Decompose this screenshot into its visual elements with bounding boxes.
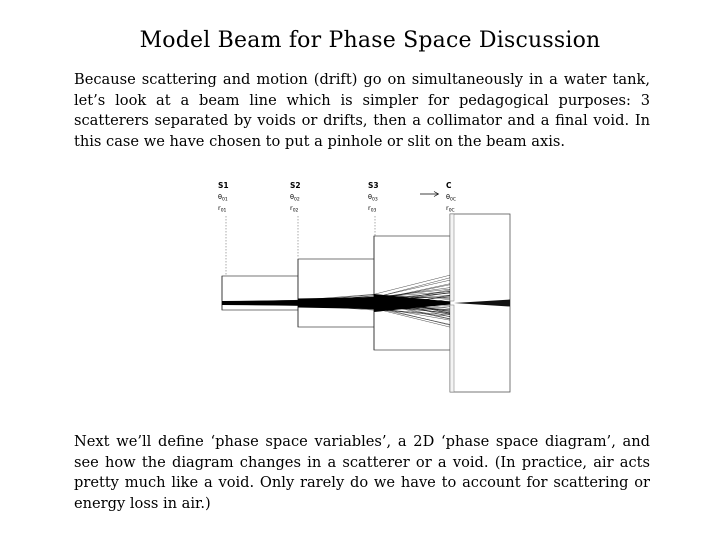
label-s2-theta: θ02 (290, 193, 300, 203)
collimator-exit-beam (454, 299, 510, 307)
label-s1-name: S1 (218, 181, 229, 190)
beam-core (222, 294, 450, 312)
scatterer-s3 (373, 235, 451, 351)
label-s3-name: S3 (368, 181, 379, 190)
label-s2-name: S2 (290, 181, 301, 190)
label-c-name: C (446, 181, 452, 190)
intro-paragraph: Because scattering and motion (drift) go… (74, 71, 650, 150)
beam-line-diagram: S1 θ01 r01 S2 θ02 r02 S3 θ03 r03 C θ0C r… (218, 181, 511, 393)
label-c-r: r0C (446, 204, 455, 214)
label-s1-r: r01 (218, 204, 227, 214)
page-title: Model Beam for Phase Space Discussion (139, 28, 601, 53)
collimator-blocks (449, 213, 455, 393)
label-s3-r: r03 (368, 204, 377, 214)
outro-paragraph: Next we’ll define ‘phase space variables… (74, 433, 650, 512)
label-c: C θ0C r0C (446, 181, 456, 214)
label-s2: S2 θ02 r02 (290, 181, 301, 214)
scatterer-s2 (297, 258, 375, 328)
label-s3: S3 θ03 r03 (368, 181, 379, 214)
label-c-theta: θ0C (446, 193, 456, 203)
label-s1: S1 θ01 r01 (218, 181, 229, 214)
label-s1-theta: θ01 (218, 193, 228, 203)
label-s3-theta: θ03 (368, 193, 378, 203)
label-s2-r: r02 (290, 204, 299, 214)
collimator-arrow (420, 191, 440, 197)
